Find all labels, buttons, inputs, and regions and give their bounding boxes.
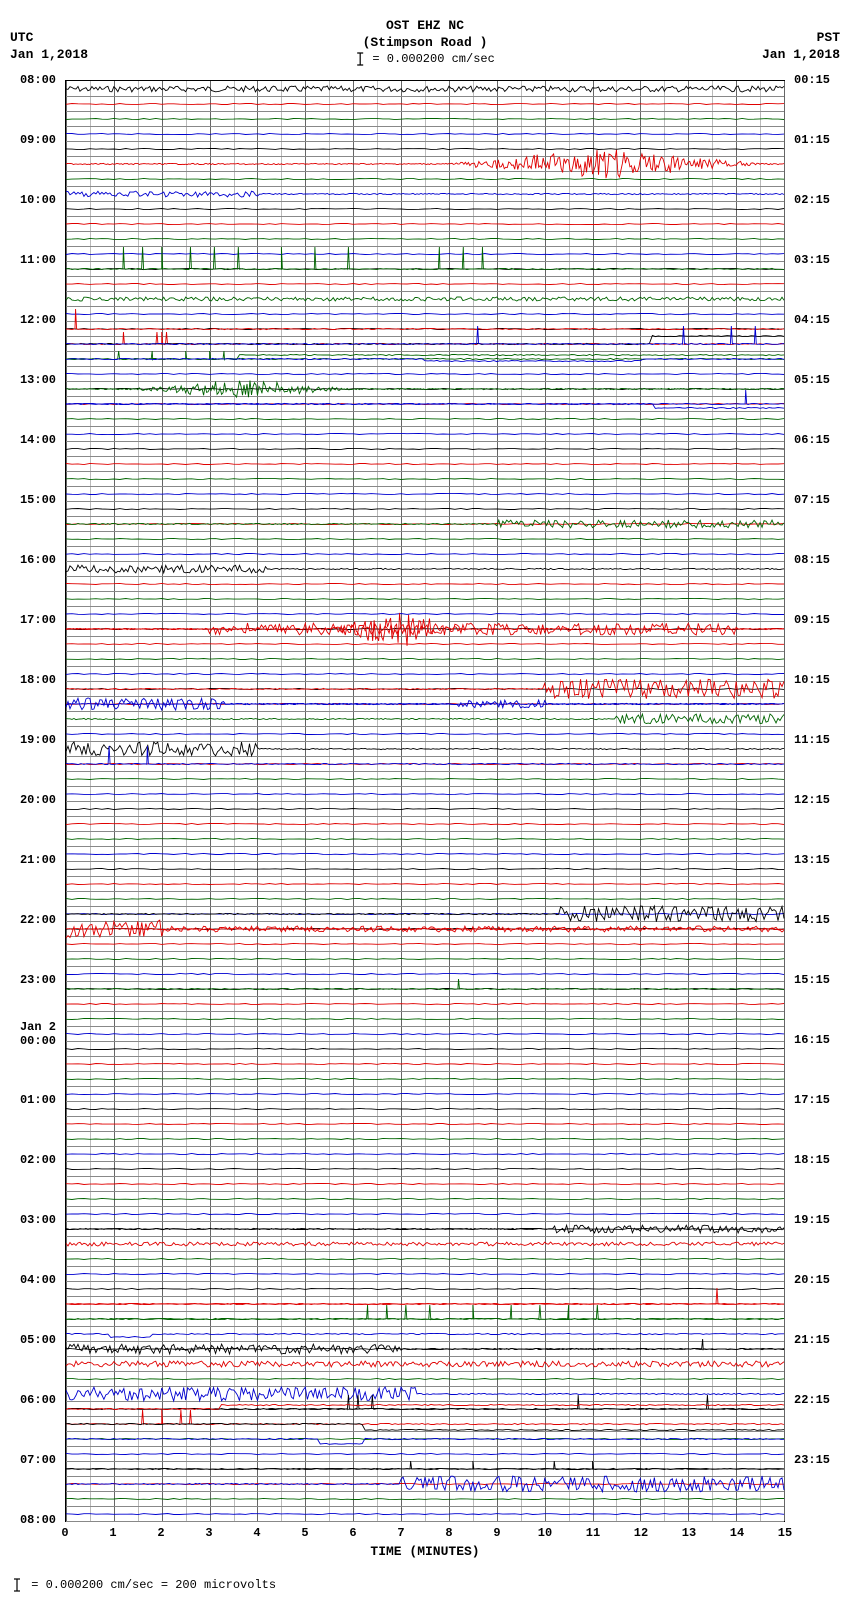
pst-hour-label: 23:15 (794, 1453, 830, 1467)
utc-hour-label: 22:00 (20, 913, 56, 927)
x-tick: 1 (109, 1526, 116, 1540)
x-tick: 6 (349, 1526, 356, 1540)
utc-hour-label: 10:00 (20, 193, 56, 207)
utc-hour-label: 07:00 (20, 1453, 56, 1467)
utc-hour-label: Jan 200:00 (20, 1020, 56, 1048)
utc-hour-label: 08:00 (20, 1513, 56, 1527)
utc-hour-label: 13:00 (20, 373, 56, 387)
pst-hour-label: 20:15 (794, 1273, 830, 1287)
x-tick: 5 (301, 1526, 308, 1540)
pst-hour-label: 22:15 (794, 1393, 830, 1407)
x-tick: 7 (397, 1526, 404, 1540)
x-tick: 3 (205, 1526, 212, 1540)
pst-hour-label: 03:15 (794, 253, 830, 267)
utc-hour-label: 09:00 (20, 133, 56, 147)
scale-bar-icon (355, 52, 365, 66)
pst-hour-label: 01:15 (794, 133, 830, 147)
x-tick: 12 (634, 1526, 648, 1540)
title-block: OST EHZ NC (Stimpson Road ) = 0.000200 c… (355, 18, 495, 68)
tz-left-date: Jan 1,2018 (10, 47, 88, 64)
scale-text: = 0.000200 cm/sec (372, 52, 494, 66)
pst-hour-label: 12:15 (794, 793, 830, 807)
tz-right-date: Jan 1,2018 (762, 47, 840, 64)
pst-hour-label: 17:15 (794, 1093, 830, 1107)
plot-wrap: 08:0009:0010:0011:0012:0013:0014:0015:00… (10, 80, 840, 1520)
x-axis-label: TIME (MINUTES) (370, 1544, 479, 1559)
x-tick: 10 (538, 1526, 552, 1540)
header: UTC Jan 1,2018 OST EHZ NC (Stimpson Road… (10, 10, 840, 80)
x-tick: 13 (682, 1526, 696, 1540)
pst-hour-label: 00:15 (794, 73, 830, 87)
footer: = 0.000200 cm/sec = 200 microvolts (10, 1578, 840, 1592)
pst-hour-label: 06:15 (794, 433, 830, 447)
utc-hour-label: 20:00 (20, 793, 56, 807)
pst-hour-label: 18:15 (794, 1153, 830, 1167)
pst-labels: 00:1501:1502:1503:1504:1505:1506:1507:15… (790, 80, 840, 1520)
tz-right-block: PST Jan 1,2018 (762, 30, 840, 64)
pst-hour-label: 14:15 (794, 913, 830, 927)
utc-hour-label: 17:00 (20, 613, 56, 627)
pst-hour-label: 08:15 (794, 553, 830, 567)
utc-labels: 08:0009:0010:0011:0012:0013:0014:0015:00… (10, 80, 60, 1520)
utc-hour-label: 21:00 (20, 853, 56, 867)
pst-hour-label: 21:15 (794, 1333, 830, 1347)
scale-line: = 0.000200 cm/sec (355, 52, 495, 68)
x-tick: 11 (586, 1526, 600, 1540)
pst-hour-label: 09:15 (794, 613, 830, 627)
seismogram-page: UTC Jan 1,2018 OST EHZ NC (Stimpson Road… (10, 10, 840, 1592)
tz-left-block: UTC Jan 1,2018 (10, 30, 88, 64)
pst-hour-label: 04:15 (794, 313, 830, 327)
utc-hour-label: 19:00 (20, 733, 56, 747)
x-tick: 0 (61, 1526, 68, 1540)
tz-left-label: UTC (10, 30, 88, 47)
pst-hour-label: 19:15 (794, 1213, 830, 1227)
pst-hour-label: 11:15 (794, 733, 830, 747)
utc-hour-label: 08:00 (20, 73, 56, 87)
pst-hour-label: 15:15 (794, 973, 830, 987)
utc-hour-label: 16:00 (20, 553, 56, 567)
x-axis: TIME (MINUTES) 0123456789101112131415 (65, 1520, 785, 1560)
utc-hour-label: 03:00 (20, 1213, 56, 1227)
pst-hour-label: 07:15 (794, 493, 830, 507)
x-tick: 8 (445, 1526, 452, 1540)
utc-hour-label: 04:00 (20, 1273, 56, 1287)
x-tick: 4 (253, 1526, 260, 1540)
x-tick: 15 (778, 1526, 792, 1540)
x-tick: 9 (493, 1526, 500, 1540)
utc-hour-label: 18:00 (20, 673, 56, 687)
pst-hour-label: 13:15 (794, 853, 830, 867)
utc-hour-label: 11:00 (20, 253, 56, 267)
utc-hour-label: 06:00 (20, 1393, 56, 1407)
title-line1: OST EHZ NC (355, 18, 495, 35)
utc-hour-label: 01:00 (20, 1093, 56, 1107)
title-line2: (Stimpson Road ) (355, 35, 495, 52)
pst-hour-label: 02:15 (794, 193, 830, 207)
x-tick: 14 (730, 1526, 744, 1540)
plot-area (65, 80, 785, 1522)
tz-right-label: PST (762, 30, 840, 47)
footer-text: = 0.000200 cm/sec = 200 microvolts (31, 1578, 276, 1592)
utc-hour-label: 05:00 (20, 1333, 56, 1347)
utc-hour-label: 15:00 (20, 493, 56, 507)
utc-hour-label: 02:00 (20, 1153, 56, 1167)
x-tick: 2 (157, 1526, 164, 1540)
pst-hour-label: 16:15 (794, 1033, 830, 1047)
pst-hour-label: 05:15 (794, 373, 830, 387)
utc-hour-label: 23:00 (20, 973, 56, 987)
pst-hour-label: 10:15 (794, 673, 830, 687)
utc-hour-label: 12:00 (20, 313, 56, 327)
scale-bar-icon (10, 1578, 24, 1592)
utc-hour-label: 14:00 (20, 433, 56, 447)
